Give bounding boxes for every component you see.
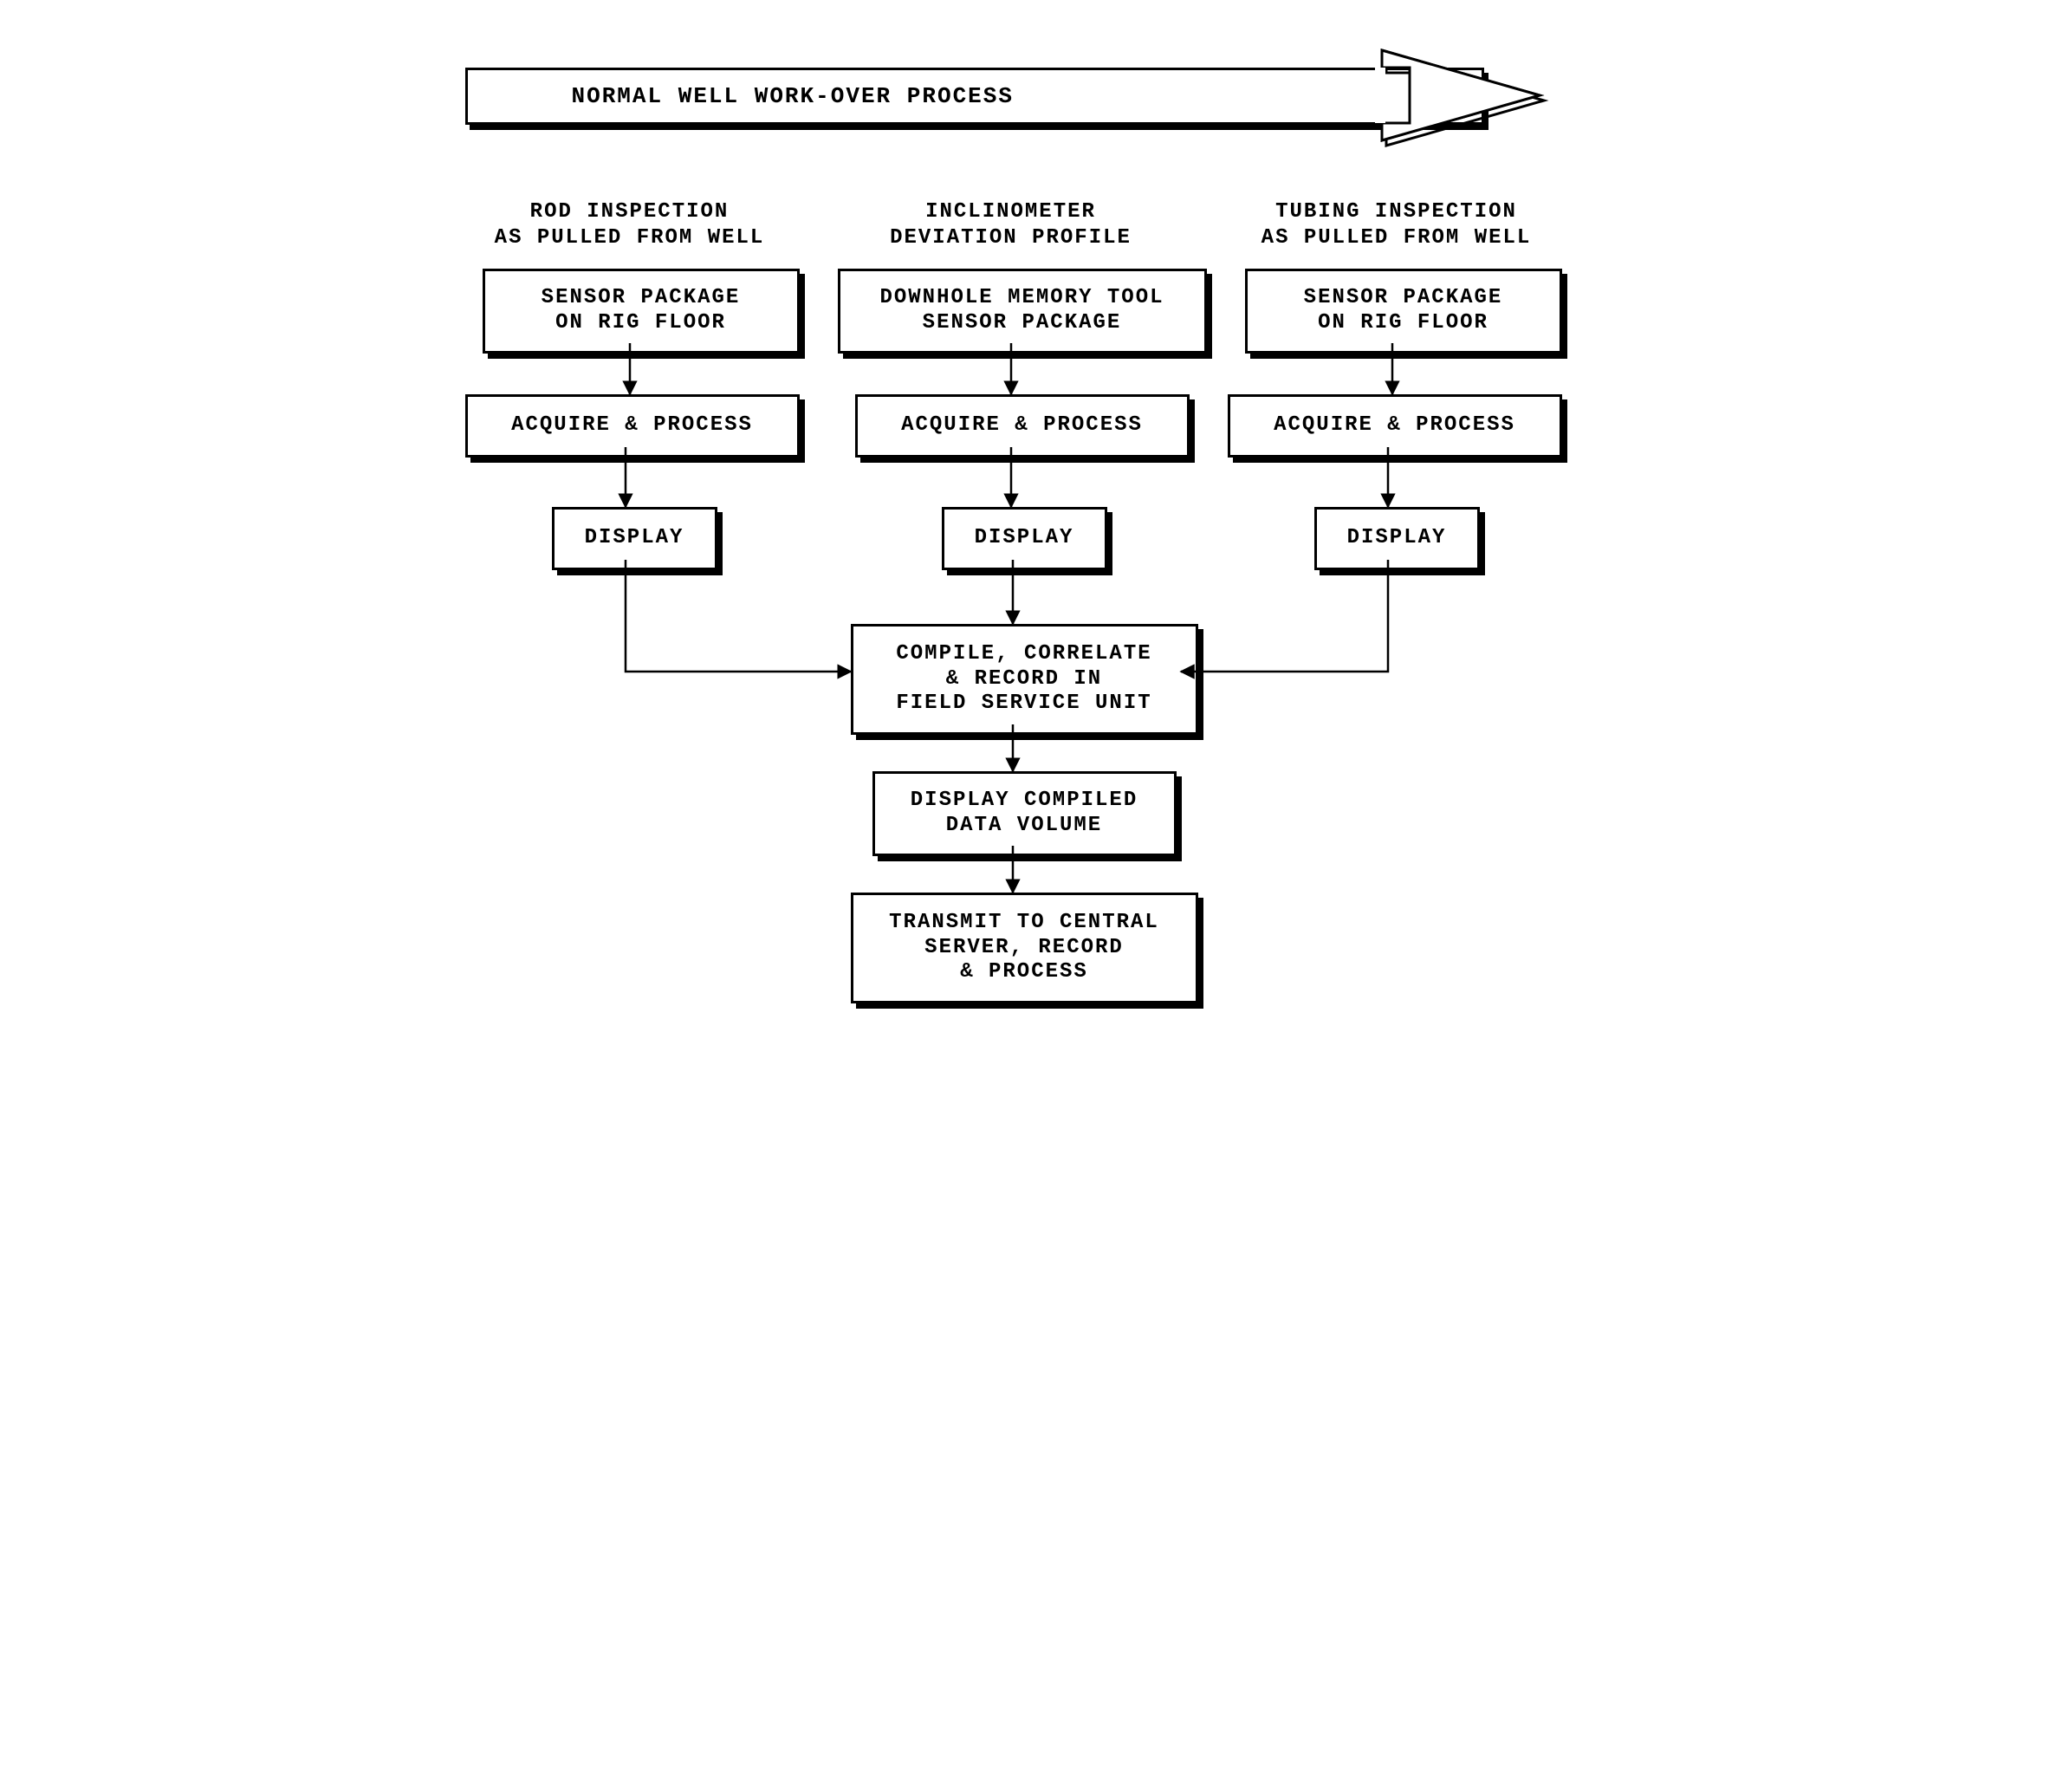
flowchart-canvas: NORMAL WELL WORK-OVER PROCESS ROD INSPEC… [465,35,1592,1031]
box-transmit: TRANSMIT TO CENTRALSERVER, RECORD& PROCE… [851,893,1198,1003]
edge-rod-display-compile [626,560,851,672]
box-rod-acq: ACQUIRE & PROCESS [465,394,800,458]
banner-label: NORMAL WELL WORK-OVER PROCESS [465,68,1484,125]
box-tub-acq: ACQUIRE & PROCESS [1228,394,1562,458]
box-incl-sensor: DOWNHOLE MEMORY TOOLSENSOR PACKAGE [838,269,1207,354]
edge-tub-display-compile [1181,560,1388,672]
box-tub-display: DISPLAY [1314,507,1480,570]
box-rod-sensor: SENSOR PACKAGEON RIG FLOOR [483,269,800,354]
box-incl-acq: ACQUIRE & PROCESS [855,394,1190,458]
box-rod-display: DISPLAY [552,507,717,570]
box-compile: COMPILE, CORRELATE& RECORD INFIELD SERVI… [851,624,1198,735]
col-head-incl: INCLINOMETERDEVIATION PROFILE [838,199,1184,251]
col-head-tubing: TUBING INSPECTIONAS PULLED FROM WELL [1223,199,1570,251]
box-volume: DISPLAY COMPILEDDATA VOLUME [872,771,1177,856]
col-head-rod: ROD INSPECTIONAS PULLED FROM WELL [465,199,795,251]
box-incl-display: DISPLAY [942,507,1107,570]
banner-arrowhead [1375,43,1557,156]
banner-arrow: NORMAL WELL WORK-OVER PROCESS [465,43,1557,147]
box-tub-sensor: SENSOR PACKAGEON RIG FLOOR [1245,269,1562,354]
